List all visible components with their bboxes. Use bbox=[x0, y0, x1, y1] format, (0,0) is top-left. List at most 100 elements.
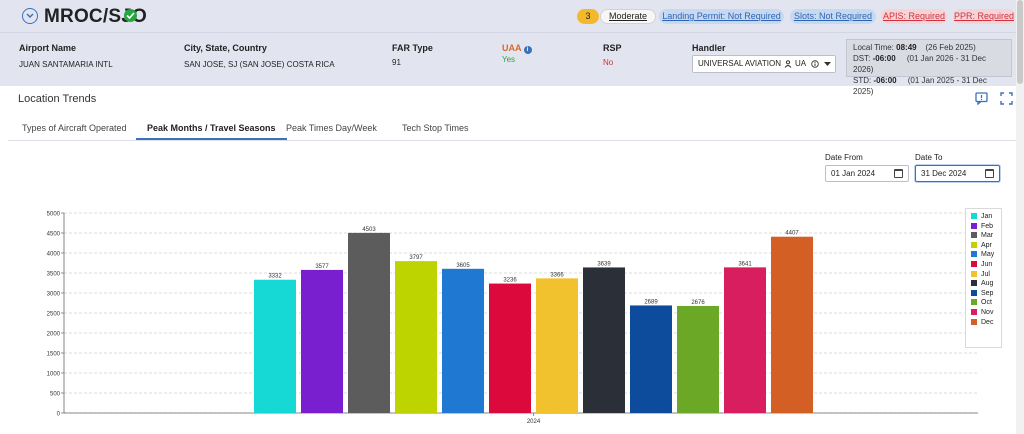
airport-header: MROC/SJO 3 Moderate Landing Permit: Not … bbox=[0, 0, 1016, 96]
ppr-badge[interactable]: PPR: Required bbox=[953, 9, 1015, 24]
legend-item[interactable]: Oct bbox=[971, 299, 992, 306]
y-tick-label: 500 bbox=[50, 392, 61, 398]
legend-swatch bbox=[971, 222, 977, 229]
legend-swatch bbox=[971, 251, 977, 258]
city-label: City, State, Country bbox=[184, 43, 267, 53]
check-circle-icon bbox=[124, 9, 137, 22]
data-label: 3641 bbox=[738, 261, 752, 267]
legend-item[interactable]: Feb bbox=[971, 222, 994, 230]
airport-code: MROC/SJO bbox=[44, 6, 147, 27]
tab-peak-times[interactable]: Peak Times Day/Week bbox=[286, 123, 377, 133]
legend-swatch bbox=[971, 232, 977, 239]
legend-item[interactable]: Jul bbox=[971, 270, 990, 278]
legend-swatch bbox=[971, 261, 977, 267]
caret-down-icon[interactable] bbox=[824, 62, 831, 67]
std-range: (01 Jan 2025 - 31 Dec 2025) bbox=[853, 76, 987, 96]
date-from-value: 01 Jan 2024 bbox=[831, 169, 876, 178]
y-tick-label: 0 bbox=[57, 412, 61, 418]
location-trends-title: Location Trends bbox=[18, 93, 97, 105]
fullscreen-icon[interactable] bbox=[1000, 92, 1013, 105]
legend-label: May bbox=[981, 251, 995, 259]
legend-label: Apr bbox=[981, 241, 992, 249]
y-tick-label: 3500 bbox=[47, 272, 61, 278]
date-to-input[interactable]: 31 Dec 2024 bbox=[915, 165, 1000, 182]
info-icon[interactable]: i bbox=[523, 46, 532, 54]
calendar-icon[interactable] bbox=[985, 169, 994, 178]
data-label: 4503 bbox=[362, 227, 376, 233]
legend-swatch bbox=[971, 270, 977, 277]
data-label: 3605 bbox=[456, 263, 470, 269]
landing-permit-badge[interactable]: Landing Permit: Not Required bbox=[659, 9, 784, 24]
handler-select-value: UNIVERSAL AVIATION bbox=[698, 59, 781, 68]
apis-badge[interactable]: APIS: Required bbox=[881, 9, 947, 24]
slots-badge[interactable]: Slots: Not Required bbox=[790, 9, 876, 24]
x-tick-label: 2024 bbox=[527, 419, 541, 425]
person-icon bbox=[784, 60, 792, 68]
bar-may bbox=[442, 268, 484, 413]
rsp-label: RSP bbox=[603, 43, 622, 53]
calendar-icon[interactable] bbox=[894, 169, 903, 178]
legend-swatch bbox=[971, 299, 977, 306]
scrollbar-thumb[interactable] bbox=[1017, 0, 1023, 84]
legend-label: Aug bbox=[981, 280, 994, 288]
uaa-label: UAA i bbox=[502, 43, 532, 54]
legend-swatch bbox=[971, 289, 977, 296]
legend-label: Dec bbox=[981, 318, 994, 326]
y-tick-label: 4000 bbox=[47, 252, 61, 258]
data-label: 3236 bbox=[503, 278, 517, 284]
legend-item[interactable]: Dec bbox=[971, 318, 994, 326]
bar-feb bbox=[301, 269, 343, 413]
dst-range: (01 Jan 2026 - 31 Dec 2026) bbox=[853, 54, 986, 74]
time-info-box: Local Time: 08:49 (26 Feb 2025) DST: -06… bbox=[846, 39, 1012, 96]
bar-jan bbox=[254, 279, 296, 413]
tab-peak-months[interactable]: Peak Months / Travel Seasons bbox=[136, 123, 287, 140]
risk-count-badge: 3 bbox=[577, 9, 599, 24]
handler-code: UA bbox=[795, 59, 807, 68]
data-label: 3577 bbox=[315, 264, 329, 270]
data-label: 2689 bbox=[644, 299, 658, 305]
std-offset: -06:00 bbox=[873, 76, 897, 85]
legend-item[interactable]: Aug bbox=[971, 280, 993, 287]
bar-mar bbox=[348, 232, 390, 413]
legend-item[interactable]: Jan bbox=[971, 213, 992, 220]
y-tick-label: 4500 bbox=[47, 232, 61, 238]
local-time-row: Local Time: 08:49 (26 Feb 2025) bbox=[853, 43, 976, 52]
y-tick-label: 2000 bbox=[47, 332, 61, 338]
legend-swatch bbox=[971, 318, 977, 325]
legend-item[interactable]: Jun bbox=[971, 261, 992, 268]
comment-icon[interactable] bbox=[975, 92, 988, 105]
legend-item[interactable]: Sep bbox=[971, 289, 993, 297]
risk-level-link[interactable]: Moderate bbox=[600, 9, 656, 24]
handler-select[interactable]: UNIVERSAL AVIATION UA bbox=[692, 55, 836, 73]
airport-name-label: Airport Name bbox=[19, 43, 77, 53]
info-icon[interactable] bbox=[811, 60, 819, 68]
handler-label: Handler bbox=[692, 43, 726, 53]
date-to-value: 31 Dec 2024 bbox=[921, 169, 967, 178]
data-label: 3797 bbox=[409, 255, 423, 261]
data-label: 3639 bbox=[597, 261, 611, 267]
legend-label: Feb bbox=[981, 222, 994, 230]
legend-item[interactable]: Nov bbox=[971, 309, 993, 316]
legend-item[interactable]: May bbox=[971, 251, 994, 258]
tab-tech-stop-times[interactable]: Tech Stop Times bbox=[402, 123, 469, 133]
data-label: 4407 bbox=[785, 231, 799, 237]
chevron-down-icon[interactable] bbox=[22, 8, 38, 24]
page-scrollbar[interactable] bbox=[1016, 0, 1024, 434]
tab-types-of-aircraft[interactable]: Types of Aircraft Operated bbox=[22, 123, 127, 133]
legend-label: Oct bbox=[981, 299, 992, 307]
bar-oct bbox=[677, 305, 719, 413]
date-from-label: Date From bbox=[825, 153, 863, 162]
local-time-value: 08:49 bbox=[896, 43, 917, 52]
legend-swatch bbox=[971, 309, 977, 315]
date-from-input[interactable]: 01 Jan 2024 bbox=[825, 165, 909, 182]
data-label: 2676 bbox=[691, 300, 705, 306]
legend-label: Jul bbox=[981, 270, 990, 278]
legend-label: Jan bbox=[981, 213, 993, 220]
far-type-value: 91 bbox=[392, 58, 401, 67]
local-date: (26 Feb 2025) bbox=[925, 43, 976, 52]
legend-item[interactable]: Mar bbox=[971, 232, 993, 239]
legend-item[interactable]: Apr bbox=[971, 241, 992, 249]
legend-swatch bbox=[971, 213, 977, 219]
dst-row: DST: -06:00 (01 Jan 2026 - 31 Dec 2026) bbox=[853, 54, 986, 74]
far-type-label: FAR Type bbox=[392, 43, 433, 53]
